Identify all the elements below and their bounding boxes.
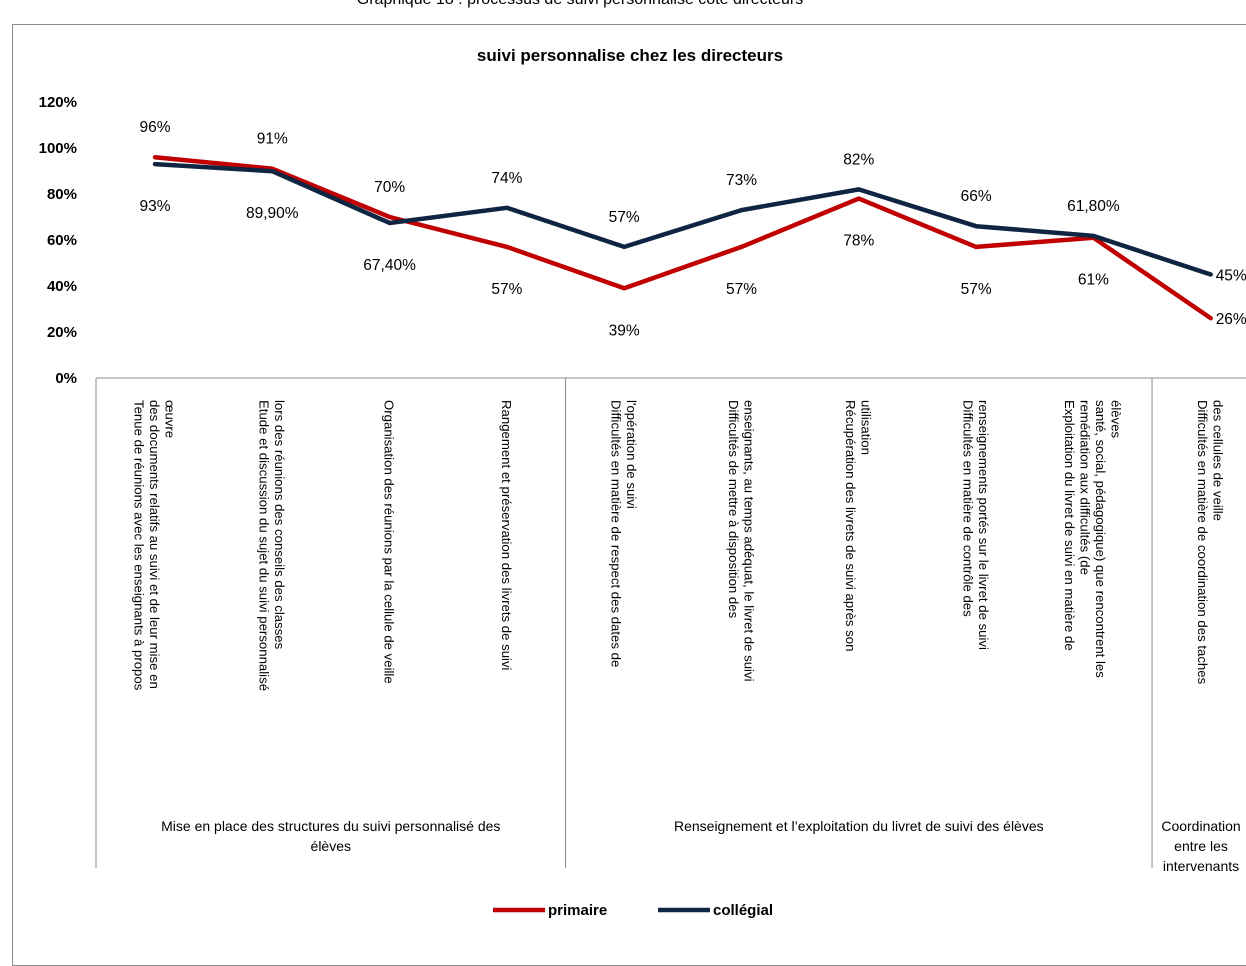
- data-label-collegial: 45%: [1216, 268, 1246, 285]
- y-tick-label: 0%: [55, 370, 77, 387]
- data-label-primaire: 91%: [257, 131, 288, 148]
- category-label: Tenue de réunions avec les enseignants à…: [132, 400, 178, 691]
- legend-label: collégial: [713, 902, 773, 919]
- data-label-collegial: 67,40%: [363, 257, 416, 274]
- figure-caption: Graphique 18 : processus de suivi person…: [0, 0, 1160, 9]
- data-label-primaire: 26%: [1216, 311, 1246, 328]
- category-label: Rangement et préservation des livrets de…: [499, 400, 514, 671]
- data-label-primaire: 61%: [1078, 272, 1109, 289]
- y-tick-label: 100%: [39, 140, 77, 157]
- data-label-collegial: 89,90%: [246, 205, 299, 222]
- data-label-primaire: 39%: [609, 322, 640, 339]
- series-line-collegial: [152, 161, 1213, 277]
- y-tick-label: 80%: [47, 186, 77, 203]
- group-label: Mise en place des structures du suivi pe…: [161, 818, 500, 854]
- data-label-primaire: 78%: [843, 233, 874, 250]
- y-tick-label: 120%: [39, 94, 77, 111]
- series-line-primaire: [152, 154, 1213, 321]
- data-label-collegial: 74%: [491, 170, 522, 187]
- y-tick-label: 20%: [47, 324, 77, 341]
- data-label-primaire: 96%: [139, 119, 170, 136]
- data-label-collegial: 82%: [843, 151, 874, 168]
- data-label-primaire: 57%: [961, 281, 992, 298]
- group-label: Renseignement et l’exploitation du livre…: [674, 818, 1044, 834]
- data-label-collegial: 61,80%: [1067, 198, 1120, 215]
- category-label: Etude et discussion du sujet du suivi pe…: [257, 400, 288, 691]
- y-tick-label: 40%: [47, 278, 77, 295]
- chart-title: suivi personnalise chez les directeurs: [477, 46, 783, 65]
- data-label-collegial: 57%: [609, 209, 640, 226]
- category-label: Récupération des livrets de suivi après …: [843, 400, 874, 651]
- data-label-collegial: 93%: [139, 198, 170, 215]
- y-tick-label: 60%: [47, 232, 77, 249]
- line-chart: suivi personnalise chez les directeurs 0%…: [39, 46, 1246, 919]
- category-label: Difficultés de mettre à disposition dese…: [726, 400, 757, 682]
- data-label-collegial: 73%: [726, 172, 757, 189]
- data-label-primaire: 57%: [491, 281, 522, 298]
- category-label: Difficultés en matière de coordination d…: [1195, 400, 1226, 685]
- data-label-primaire: 70%: [374, 179, 405, 196]
- category-label: Difficultés en matière de respect des da…: [608, 400, 639, 667]
- category-label: Exploitation du livret de suivi en matiè…: [1062, 400, 1124, 678]
- category-label: Organisation des réunions par la cellule…: [382, 400, 397, 684]
- data-label-primaire: 57%: [726, 281, 757, 298]
- group-label: Coordination entre les intervenants: [1161, 818, 1240, 874]
- data-label-collegial: 66%: [961, 188, 992, 205]
- legend-label: primaire: [548, 902, 607, 919]
- category-label: Difficultés en matière de contrôle desre…: [960, 400, 991, 650]
